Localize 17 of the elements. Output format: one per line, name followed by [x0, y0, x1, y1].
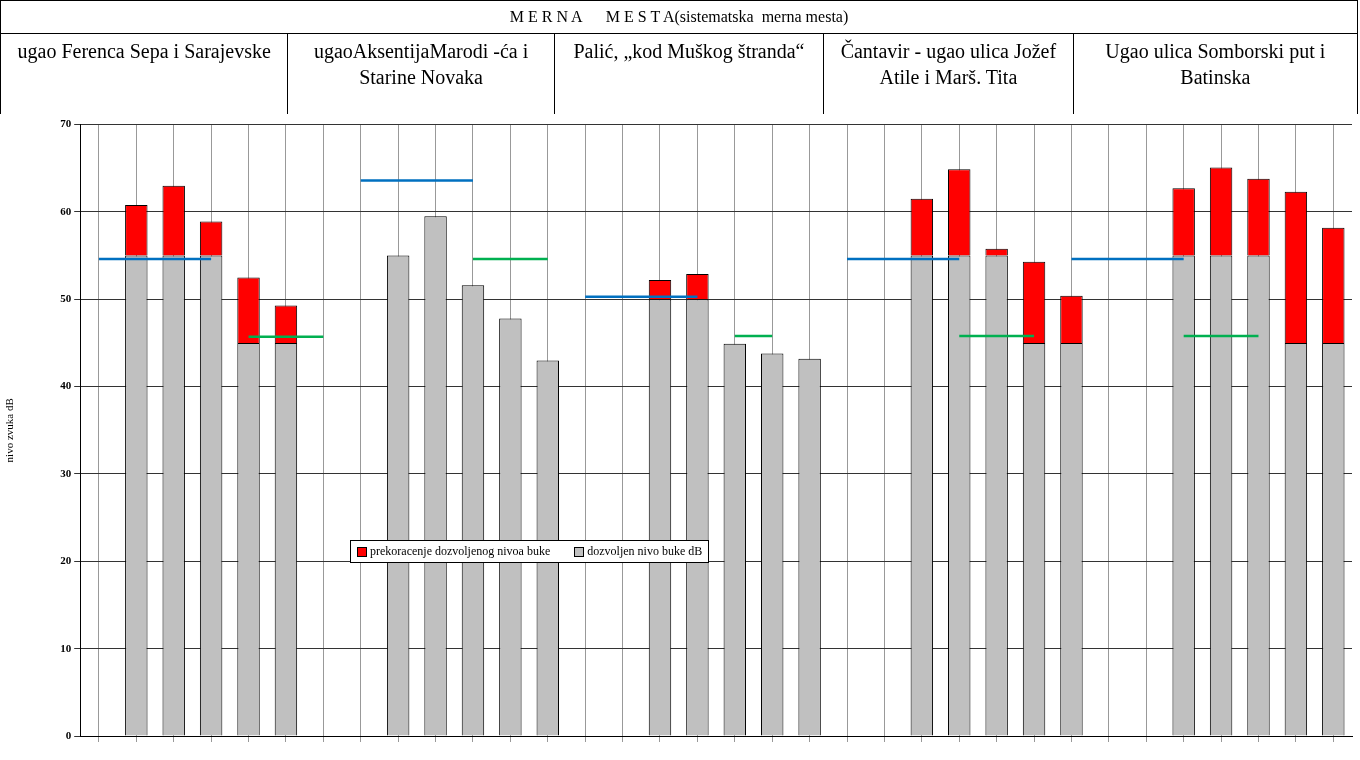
- y-tick-label: 40: [60, 379, 72, 392]
- chart-title: M E R N A M E S T A(sistematska merna mesta): [0, 0, 1358, 34]
- text: Palić, „kod Muškog štranda“: [553, 34, 824, 114]
- y-tick-label: 20: [60, 554, 72, 567]
- text: ugaoAksentijaMarodi -ća i Starine Novaka: [287, 34, 554, 114]
- y-tick-label: 30: [60, 466, 72, 479]
- text: Čantavir - ugao ulica Jožef Atile i Marš. Tita: [823, 34, 1073, 114]
- y-tick-label: 60: [60, 204, 72, 217]
- text: ugao Ferenca Sepa i Sarajevske: [0, 34, 288, 114]
- y-tick-label: 0: [65, 728, 72, 741]
- y-tick-label: 50: [60, 292, 72, 305]
- y-tick-label: 70: [60, 117, 72, 130]
- y-tick-label: 10: [60, 641, 72, 654]
- text: Ugao ulica Somborski put i Batinska: [1072, 34, 1357, 114]
- legend-label: prekoracenje dozvoljenog nivoa buke: [369, 544, 551, 559]
- legend-label: dozvoljen nivo buke dB: [586, 544, 703, 559]
- y-axis-title: nivo zvuka dB: [3, 398, 16, 463]
